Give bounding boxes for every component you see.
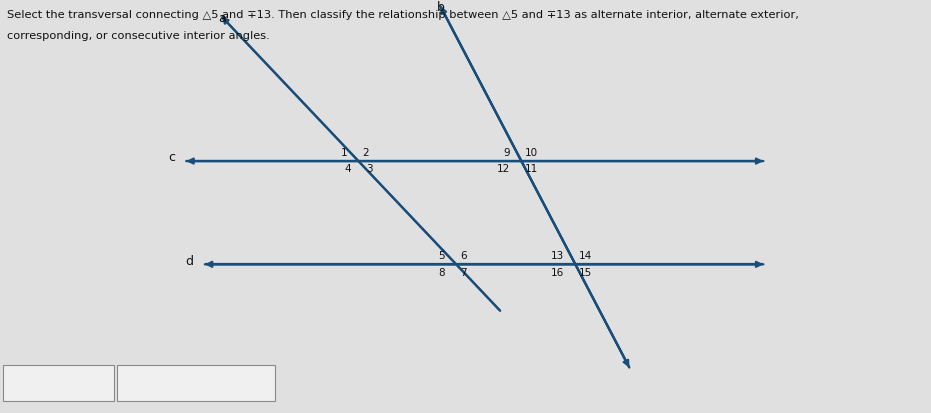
Text: 12: 12 [497,164,510,174]
Text: 16: 16 [551,268,564,278]
Text: 5: 5 [439,251,445,261]
Text: line d: line d [17,378,44,388]
Text: 1: 1 [341,148,347,158]
Text: 9: 9 [504,148,510,158]
Text: 2: 2 [362,148,369,158]
Text: b: b [438,2,445,14]
Text: 10: 10 [525,148,538,158]
Text: 13: 13 [551,251,564,261]
Text: 14: 14 [579,251,592,261]
FancyBboxPatch shape [3,365,114,401]
Text: 8: 8 [439,268,445,278]
Text: ▾: ▾ [262,378,267,388]
FancyBboxPatch shape [117,365,275,401]
Text: d: d [185,254,194,268]
Text: a: a [219,12,226,25]
Text: Select Choice: Select Choice [130,378,196,388]
Text: 11: 11 [525,164,538,174]
Text: 4: 4 [344,164,351,174]
Text: Select the transversal connecting △5 and ∓13. Then classify the relationship bet: Select the transversal connecting △5 and… [7,10,800,20]
Text: 7: 7 [460,268,466,278]
Text: c: c [168,151,175,164]
Text: corresponding, or consecutive interior angles.: corresponding, or consecutive interior a… [7,31,270,41]
Text: 6: 6 [460,251,466,261]
Text: 3: 3 [366,164,372,174]
Text: 15: 15 [579,268,592,278]
Text: ▾: ▾ [98,378,103,388]
